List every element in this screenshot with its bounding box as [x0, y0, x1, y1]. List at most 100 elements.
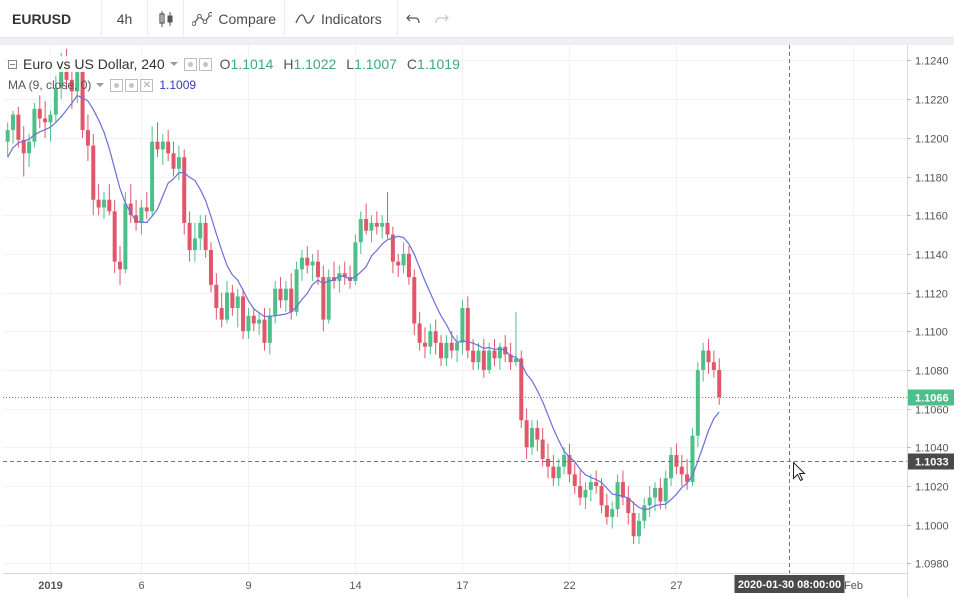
candle-down	[332, 261, 337, 289]
candle-up	[139, 199, 144, 235]
chevron-down-icon[interactable]	[96, 83, 105, 87]
candle-up	[273, 280, 278, 324]
candle-down	[658, 478, 663, 510]
candle-body	[176, 157, 181, 169]
candle-body	[572, 474, 577, 486]
candle-down	[342, 261, 347, 285]
candle-up	[176, 145, 181, 181]
close-icon[interactable]: ✕	[140, 78, 154, 92]
candle-down	[364, 203, 369, 235]
chevron-down-icon[interactable]	[169, 62, 178, 66]
price-tick-label: 1.1060	[915, 405, 949, 417]
price-tick-label: 1.1240	[915, 56, 949, 68]
candle-down	[155, 122, 160, 158]
candle-body	[439, 342, 444, 359]
toolbar-separator	[0, 38, 954, 45]
candle-body	[374, 222, 379, 227]
candle-down	[412, 269, 417, 336]
candle-down	[551, 455, 556, 486]
candle-body	[37, 108, 42, 119]
candle-down	[241, 288, 246, 339]
candle-body	[513, 358, 518, 363]
candle-up	[257, 311, 262, 336]
candle-body	[385, 222, 390, 235]
high-key: H	[283, 56, 294, 72]
candle-up	[48, 110, 53, 142]
candle-body	[412, 277, 417, 324]
symbol-search-button[interactable]: EURUSD	[0, 0, 102, 38]
candle-down	[481, 338, 486, 378]
candle-down	[422, 327, 427, 359]
candle-body	[642, 505, 647, 521]
candle-up	[299, 250, 304, 281]
candle-down	[679, 455, 684, 486]
candle-down	[578, 470, 583, 506]
interval-button[interactable]: 4h	[102, 0, 148, 38]
undo-icon	[405, 14, 420, 23]
candle-down	[572, 462, 577, 494]
candle-up	[401, 242, 406, 274]
candle-up	[642, 497, 647, 529]
candle-body	[53, 87, 58, 115]
candle-body	[706, 350, 711, 363]
candle-down	[594, 470, 599, 494]
collapse-legend-icon[interactable]	[8, 59, 17, 69]
candle-body	[332, 277, 337, 281]
candle-down	[305, 246, 310, 274]
series-title[interactable]: Euro vs US Dollar, 240	[23, 56, 165, 72]
candle-body	[433, 331, 438, 343]
compare-button[interactable]: Compare	[184, 0, 285, 38]
candle-down	[674, 443, 679, 475]
candle-body	[144, 207, 149, 212]
price-tick-label: 1.1220	[915, 95, 949, 107]
candle-body	[96, 199, 101, 208]
candle-body	[636, 520, 641, 537]
candle-body	[610, 509, 615, 517]
price-tick-label: 1.1100	[915, 327, 948, 339]
candle-up	[369, 215, 374, 243]
symbol-label: EURUSD	[12, 10, 72, 27]
indicators-button[interactable]: Indicators	[285, 0, 398, 38]
candle-body	[417, 323, 422, 343]
gear-icon[interactable]	[125, 78, 139, 92]
candle-down	[620, 470, 625, 506]
candle-up	[583, 482, 588, 510]
top-toolbar: EURUSD 4h Compare Indicators	[0, 0, 954, 38]
candle-body	[626, 497, 631, 514]
candle-body	[101, 199, 106, 208]
candle-body	[471, 350, 476, 363]
last-price-label: 1.1066	[915, 393, 949, 405]
candle-down	[96, 184, 101, 216]
low-key: L	[346, 56, 355, 72]
candle-body	[364, 219, 369, 231]
candle-body	[32, 108, 37, 142]
price-axis[interactable]: 1.1240 1.1220 1.1200 1.1180 1.1160 1.1140 1.11…	[907, 45, 954, 597]
candle-down	[685, 458, 690, 490]
eye-icon[interactable]	[183, 57, 197, 71]
undo-button[interactable]	[398, 0, 427, 38]
chart-type-button[interactable]	[148, 0, 184, 38]
candle-body	[321, 277, 326, 320]
candle-body	[43, 118, 48, 123]
candle-body	[187, 222, 192, 251]
gear-icon[interactable]	[198, 57, 212, 71]
candle-body	[219, 308, 224, 320]
candle-down	[706, 338, 711, 374]
candle-body	[631, 513, 636, 537]
redo-button[interactable]	[427, 0, 456, 38]
candle-down	[21, 126, 26, 177]
candle-down	[535, 420, 540, 452]
price-tick-label: 1.1000	[915, 521, 949, 533]
candle-body	[342, 273, 347, 278]
indicators-label: Indicators	[321, 10, 382, 27]
candle-body	[401, 253, 406, 266]
candle-body	[75, 72, 80, 92]
candle-body	[460, 308, 465, 343]
candle-body	[160, 141, 165, 150]
ma-label[interactable]: MA (9, close, 0)	[8, 78, 92, 92]
candle-body	[487, 350, 492, 370]
candle-down	[315, 250, 320, 285]
eye-icon[interactable]	[110, 78, 124, 92]
